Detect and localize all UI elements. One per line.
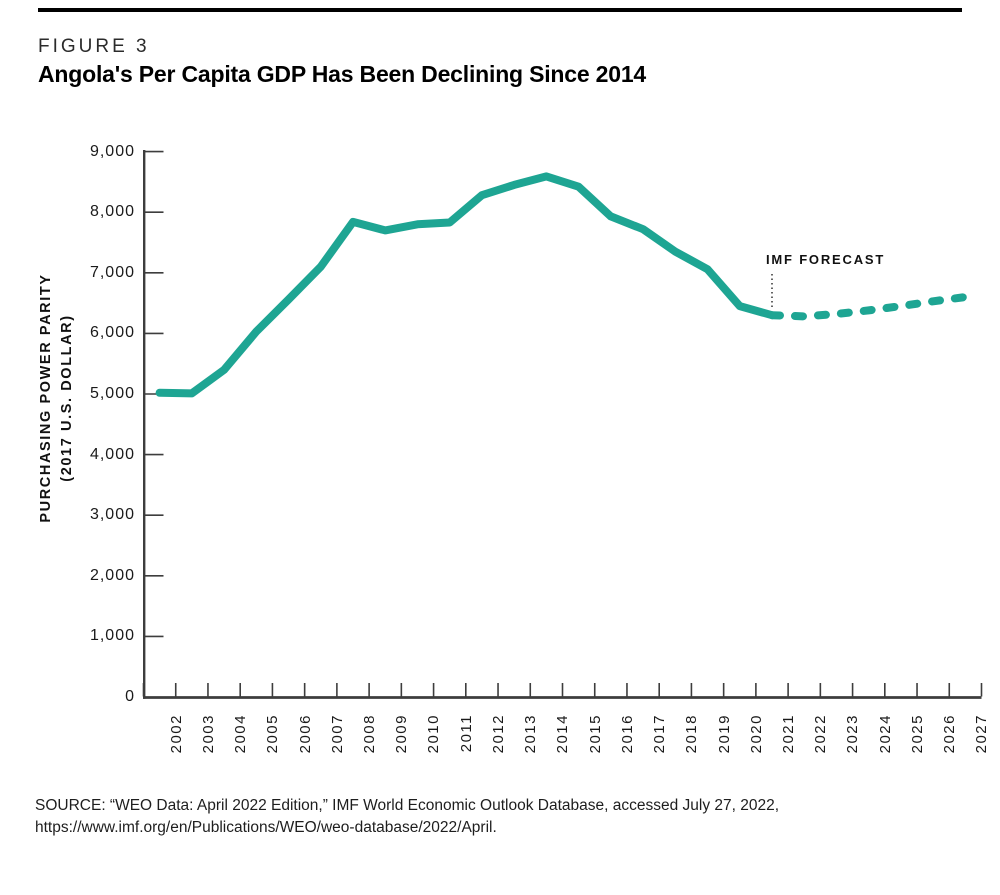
x-axis-tick-label: 2017 <box>651 714 669 754</box>
x-axis-tick-label: 2013 <box>522 714 540 754</box>
x-axis-tick-label: 2016 <box>618 714 636 754</box>
x-axis-tick-label: 2025 <box>908 714 926 754</box>
y-axis-tick-label: 5,000 <box>89 385 135 402</box>
x-axis-tick-label: 2019 <box>715 714 733 754</box>
forecast-line <box>768 293 970 321</box>
source-line1: SOURCE: “WEO Data: April 2022 Edition,” … <box>35 797 780 814</box>
x-axis-tick-label: 2027 <box>973 714 991 754</box>
x-axis-tick-label: 2010 <box>425 714 443 754</box>
x-axis-tick-label: 2005 <box>264 714 282 754</box>
x-axis-tick-label: 2026 <box>941 714 959 754</box>
x-axis-tick-label: 2012 <box>489 714 507 754</box>
figure-title: Angola's Per Capita GDP Has Been Declini… <box>38 61 646 87</box>
y-axis-tick-label: 4,000 <box>89 445 135 463</box>
figure-number: FIGURE 3 <box>38 36 150 57</box>
imf-forecast-label: IMF FORECAST <box>766 252 886 267</box>
x-axis-tick-label: 2021 <box>780 714 797 754</box>
x-axis-tick-label: 2015 <box>586 714 604 754</box>
y-axis-tick-label: 8,000 <box>89 203 135 221</box>
top-rule <box>38 8 962 12</box>
y-axis-tick-label: 2,000 <box>89 566 135 584</box>
x-axis-tick-label: 2004 <box>232 714 250 754</box>
y-axis-tick-label: 1,000 <box>89 627 135 645</box>
y-axis-tick-label: 3,000 <box>89 506 135 524</box>
historical-line <box>155 172 776 398</box>
x-axis-tick-label: 2014 <box>554 714 572 754</box>
x-axis-tick-label: 2024 <box>876 714 894 754</box>
x-axis-tick-label: 2006 <box>296 714 314 754</box>
x-axis-tick-label: 2011 <box>457 714 475 753</box>
x-axis-tick-label: 2018 <box>683 714 701 754</box>
x-axis-tick-label: 2003 <box>199 714 217 754</box>
x-axis-tick-label: 2009 <box>393 714 411 754</box>
y-axis-tick-label: 9,000 <box>89 142 135 160</box>
y-axis-tick-label: 7,000 <box>89 263 135 281</box>
x-axis-tick-label: 2023 <box>844 714 862 754</box>
x-axis-tick-label: 2022 <box>812 714 830 754</box>
x-axis-tick-label: 2007 <box>328 714 346 754</box>
source-note: SOURCE: “WEO Data: April 2022 Edition,” … <box>35 795 779 839</box>
x-axis-tick-label: 2002 <box>167 714 185 754</box>
source-line2: https://www.imf.org/en/Publications/WEO/… <box>35 819 497 836</box>
y-axis-tick-label: 6,000 <box>89 324 135 342</box>
x-axis-tick-label: 2020 <box>747 714 765 754</box>
y-axis-tick-label: 0 <box>125 688 135 705</box>
x-axis-tick-label: 2008 <box>361 714 378 754</box>
